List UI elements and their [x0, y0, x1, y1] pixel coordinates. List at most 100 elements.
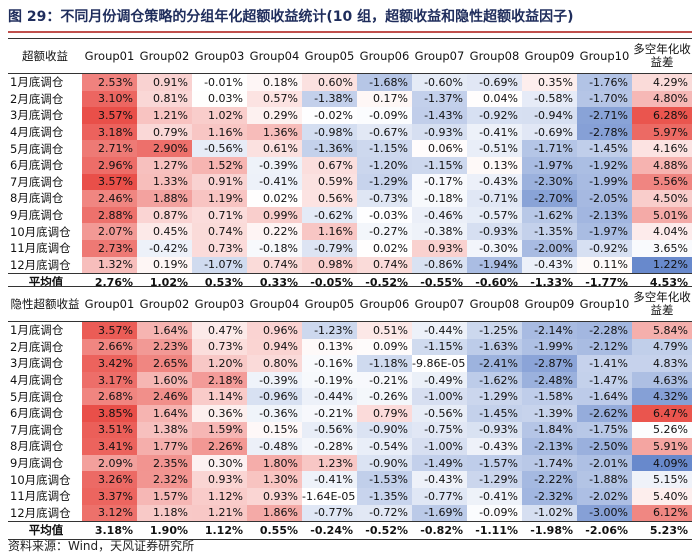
value-cell: -0.02%	[302, 107, 357, 124]
value-cell: -1.00%	[412, 438, 467, 455]
value-cell: -2.12%	[577, 338, 632, 356]
diff-cell: 4.32%	[632, 388, 692, 405]
value-cell: 1.16%	[192, 123, 247, 141]
group-header: Group03	[192, 39, 247, 74]
diff-cell: 4.80%	[632, 90, 692, 108]
value-cell: 2.68%	[82, 388, 137, 405]
value-cell: -0.41%	[467, 123, 522, 141]
value-cell: 2.07%	[82, 223, 137, 240]
figure-title: 图 29：不同月份调仓策略的分组年化超额收益统计(10 组，超额收益和隐性超额收…	[8, 9, 574, 25]
table-row: 4月底调仓 3.18% 0.79% 1.16% 1.36% -0.98% -0.67% -0.…	[8, 123, 692, 141]
diff-cell: 4.16%	[632, 140, 692, 157]
value-cell: -1.25%	[467, 321, 522, 339]
value-cell: -0.43%	[467, 438, 522, 455]
value-cell: 0.36%	[192, 404, 247, 422]
value-cell: -0.42%	[137, 239, 192, 257]
group-header: Group01	[82, 39, 137, 74]
row-label: 2月底调仓	[10, 91, 64, 106]
value-cell: -1.29%	[467, 388, 522, 405]
excess-return-table: 超额收益 Group01 Group02 Group03 Group04 Group05 G…	[8, 39, 692, 291]
row-label: 5月底调仓	[10, 141, 64, 156]
value-cell: 0.93%	[192, 471, 247, 488]
value-cell: 1.36%	[247, 123, 302, 141]
value-cell: -0.19%	[302, 371, 357, 389]
row-label: 9月底调仓	[10, 456, 64, 471]
value-cell: -1.75%	[577, 421, 632, 439]
value-cell: -0.71%	[467, 190, 522, 207]
value-cell: -0.82%	[412, 521, 467, 539]
group-header: Group07	[412, 39, 467, 74]
value-cell: 0.45%	[137, 223, 192, 240]
value-cell: 0.57%	[247, 90, 302, 108]
row-label: 4月底调仓	[10, 373, 64, 388]
value-cell: 2.35%	[137, 454, 192, 472]
diff-cell: 5.26%	[632, 421, 692, 439]
value-cell: 0.98%	[302, 256, 357, 274]
value-cell: -0.43%	[522, 256, 577, 274]
value-cell: -1.15%	[357, 140, 412, 157]
group-header: Group09	[522, 39, 577, 74]
value-cell: -1.97%	[577, 223, 632, 240]
value-cell: -0.41%	[302, 471, 357, 488]
value-cell: 2.32%	[137, 471, 192, 488]
group-header: Group05	[302, 287, 357, 322]
table-row: 10月底调仓 3.26% 2.32% 0.93% 1.30% -0.41% -1.53% -0…	[8, 471, 692, 488]
value-cell: -1.98%	[522, 521, 577, 539]
value-cell: 0.09%	[357, 338, 412, 356]
value-cell: 1.60%	[137, 371, 192, 389]
value-cell: -1.41%	[577, 355, 632, 372]
table-row: 4月底调仓 3.17% 1.60% 2.18% -0.39% -0.19% -0.21% -0…	[8, 371, 692, 389]
value-cell: 1.86%	[247, 504, 302, 522]
value-cell: -0.67%	[357, 123, 412, 141]
value-cell: 2.90%	[137, 140, 192, 157]
group-header: Group08	[467, 39, 522, 74]
value-cell: 0.91%	[137, 73, 192, 91]
value-cell: 2.96%	[82, 156, 137, 174]
group-header: Group08	[467, 287, 522, 322]
value-cell: -0.16%	[302, 355, 357, 372]
value-cell: 1.12%	[192, 487, 247, 505]
value-cell: -1.76%	[577, 73, 632, 91]
value-cell: -0.03%	[357, 206, 412, 224]
value-cell: -0.77%	[412, 487, 467, 505]
value-cell: -0.21%	[357, 371, 412, 389]
value-cell: -1.00%	[412, 388, 467, 405]
value-cell: -0.36%	[247, 404, 302, 422]
value-cell: 0.73%	[192, 338, 247, 356]
value-cell: -2.13%	[522, 438, 577, 455]
value-cell: -0.75%	[412, 421, 467, 439]
value-cell: 0.13%	[467, 156, 522, 174]
value-cell: 1.14%	[192, 388, 247, 405]
diff-cell: 6.12%	[632, 504, 692, 522]
value-cell: 1.02%	[192, 107, 247, 124]
diff-cell: 6.47%	[632, 404, 692, 422]
value-cell: -0.96%	[247, 388, 302, 405]
value-cell: -1.35%	[522, 223, 577, 240]
row-label: 3月底调仓	[10, 108, 64, 123]
value-cell: 1.16%	[302, 223, 357, 240]
value-cell: 0.02%	[357, 239, 412, 257]
group-header: Group06	[357, 287, 412, 322]
value-cell: 3.18%	[82, 123, 137, 141]
table-row: 7月底调仓 3.51% 1.38% 1.59% 0.15% -0.56% -0.90% -0.…	[8, 421, 692, 439]
value-cell: -1.23%	[302, 321, 357, 339]
value-cell: 0.74%	[192, 223, 247, 240]
value-cell: 2.53%	[82, 73, 137, 91]
table-row: 9月底调仓 2.09% 2.35% 0.30% 1.80% 1.23% -0.90% -1.4…	[8, 454, 692, 472]
value-cell: -1.35%	[357, 487, 412, 505]
value-cell: 1.21%	[137, 107, 192, 124]
table-row: 6月底调仓 3.85% 1.64% 0.36% -0.36% -0.21% 0.79% -0.…	[8, 404, 692, 422]
value-cell: -0.46%	[412, 206, 467, 224]
value-cell: -2.28%	[577, 321, 632, 339]
value-cell: -1.47%	[577, 371, 632, 389]
value-cell: -0.51%	[467, 140, 522, 157]
value-cell: -0.39%	[247, 156, 302, 174]
group-header: Group02	[137, 287, 192, 322]
value-cell: -0.93%	[467, 223, 522, 240]
value-cell: -0.43%	[412, 471, 467, 488]
value-cell: -0.72%	[357, 504, 412, 522]
value-cell: 1.64%	[137, 404, 192, 422]
value-cell: -1.58%	[522, 388, 577, 405]
group-header: Group03	[192, 287, 247, 322]
value-cell: 0.59%	[302, 173, 357, 191]
